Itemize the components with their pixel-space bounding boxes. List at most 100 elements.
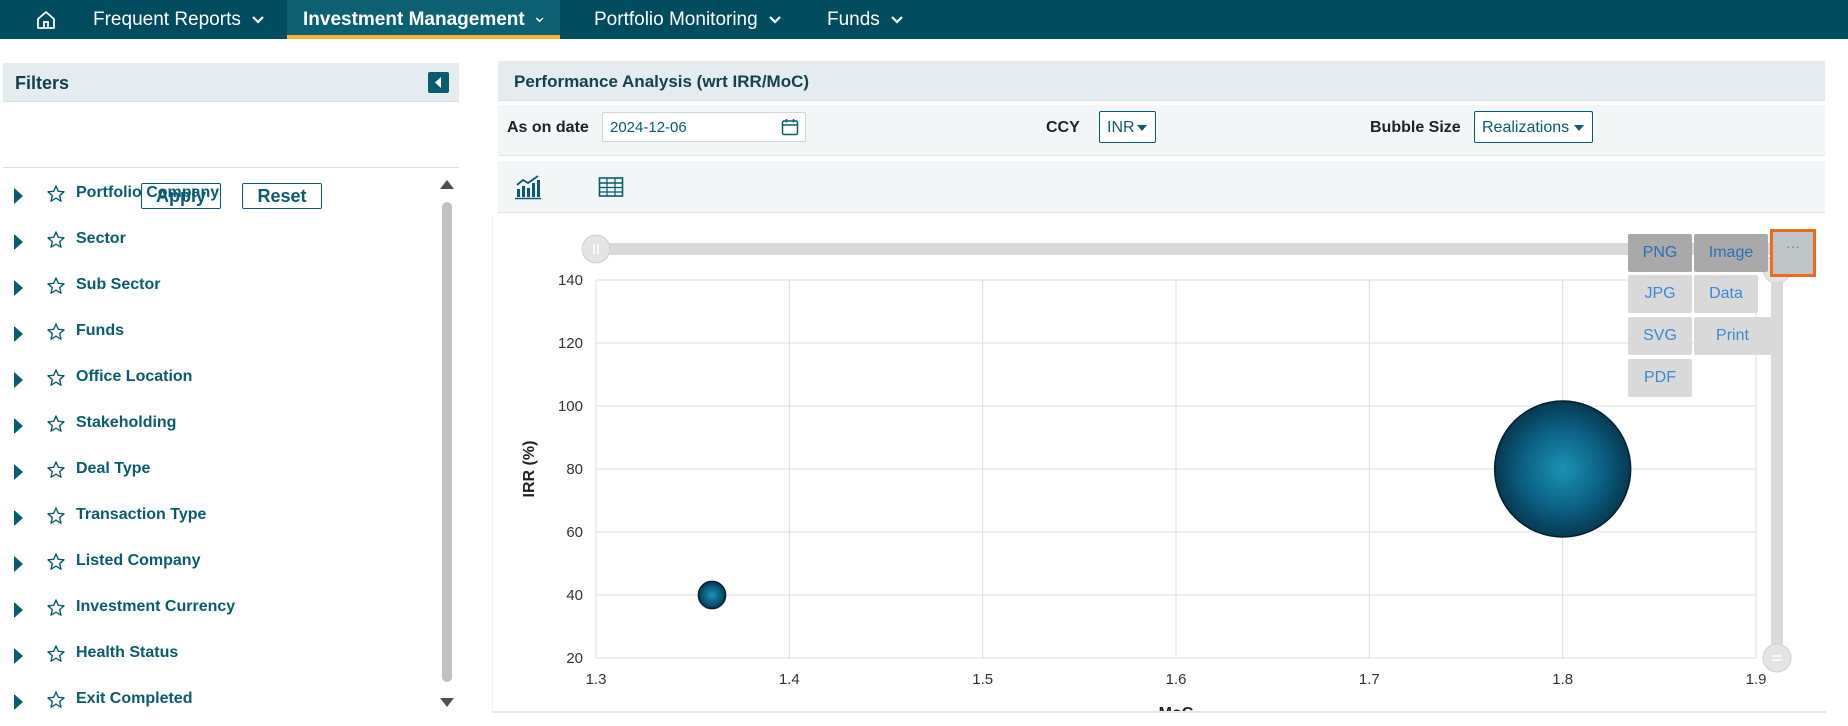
- scroll-thumb[interactable]: [442, 202, 452, 682]
- export-data[interactable]: Data: [1694, 275, 1758, 313]
- zoom-handle-left: [581, 234, 611, 264]
- chart-view-icon[interactable]: [514, 174, 542, 200]
- expand-caret-icon[interactable]: [14, 510, 23, 526]
- chevron-down-icon: [535, 16, 544, 22]
- top-navigation: Frequent Reports Investment Management P…: [0, 0, 1848, 39]
- bubble-point: [1493, 400, 1632, 538]
- export-svg[interactable]: SVG: [1628, 317, 1692, 355]
- filter-item[interactable]: Exit Completed: [3, 684, 433, 724]
- y-tick-label: 40: [566, 587, 583, 604]
- expand-caret-icon[interactable]: [14, 464, 23, 480]
- view-toggle-bar: [498, 161, 1825, 213]
- star-icon[interactable]: [46, 598, 66, 618]
- home-icon: [37, 11, 55, 29]
- as-on-date-label: As on date: [507, 119, 589, 136]
- zoom-handle-bottom: [1762, 643, 1792, 673]
- x-tick-label: 1.8: [1552, 671, 1573, 688]
- star-icon[interactable]: [46, 644, 66, 664]
- star-icon[interactable]: [46, 460, 66, 480]
- star-icon[interactable]: [46, 506, 66, 526]
- ccy-value: INR: [1107, 119, 1135, 136]
- filter-item[interactable]: Portfolio Company: [3, 178, 433, 218]
- y-tick-label: 80: [566, 461, 583, 478]
- scroll-up-icon[interactable]: [440, 180, 454, 189]
- bubble-size-select[interactable]: Realizations: [1474, 111, 1593, 143]
- filters-title: Filters: [15, 73, 70, 93]
- filter-label: Office Location: [76, 368, 193, 385]
- chevron-left-icon: [435, 77, 441, 88]
- panel-header: Performance Analysis (wrt IRR/MoC): [498, 61, 1825, 101]
- nav-funds[interactable]: Funds: [827, 0, 904, 39]
- date-value: 2024-12-06: [610, 119, 687, 136]
- nav-portfolio-monitoring[interactable]: Portfolio Monitoring: [594, 0, 782, 39]
- export-menu-button[interactable]: ···: [1770, 229, 1816, 277]
- as-on-date-input[interactable]: 2024-12-06: [602, 112, 806, 142]
- calendar-icon[interactable]: [781, 118, 799, 136]
- filter-item[interactable]: Funds: [3, 316, 433, 356]
- filter-item[interactable]: Health Status: [3, 638, 433, 678]
- export-png[interactable]: PNG: [1628, 234, 1692, 272]
- filter-label: Funds: [76, 322, 124, 339]
- expand-caret-icon[interactable]: [14, 694, 23, 710]
- star-icon[interactable]: [46, 690, 66, 710]
- star-icon[interactable]: [46, 184, 66, 204]
- home-button[interactable]: [28, 5, 64, 35]
- apply-button[interactable]: Apply: [141, 183, 221, 209]
- export-print[interactable]: Print: [1694, 317, 1771, 355]
- expand-caret-icon[interactable]: [14, 648, 23, 664]
- collapse-filters-button[interactable]: [428, 72, 449, 93]
- nav-investment-management[interactable]: Investment Management: [287, 0, 560, 39]
- reset-button[interactable]: Reset: [242, 183, 322, 209]
- filter-item[interactable]: Office Location: [3, 362, 433, 402]
- expand-caret-icon[interactable]: [14, 188, 23, 204]
- filter-label: Investment Currency: [76, 598, 236, 615]
- filter-item[interactable]: Deal Type: [3, 454, 433, 494]
- filter-scrollbar[interactable]: [440, 180, 454, 710]
- export-image[interactable]: Image: [1694, 234, 1768, 272]
- filter-item[interactable]: Listed Company: [3, 546, 433, 586]
- expand-caret-icon[interactable]: [14, 280, 23, 296]
- filter-label: Sub Sector: [76, 276, 161, 293]
- star-icon[interactable]: [46, 552, 66, 572]
- expand-caret-icon[interactable]: [14, 418, 23, 434]
- filter-item[interactable]: Sector: [3, 224, 433, 264]
- star-icon[interactable]: [46, 322, 66, 342]
- filter-item[interactable]: Stakeholding: [3, 408, 433, 448]
- chevron-down-icon: [252, 15, 264, 24]
- filter-label: Stakeholding: [76, 414, 177, 431]
- filter-item[interactable]: Investment Currency: [3, 592, 433, 632]
- filter-item[interactable]: Sub Sector: [3, 270, 433, 310]
- horizontal-zoom-bar: [596, 243, 1774, 255]
- dropdown-arrow-icon: [1574, 125, 1584, 131]
- export-jpg[interactable]: JPG: [1628, 275, 1692, 313]
- expand-caret-icon[interactable]: [14, 556, 23, 572]
- filters-header: Filters: [3, 63, 459, 102]
- nav-label: Frequent Reports: [93, 8, 241, 30]
- dropdown-arrow-icon: [1137, 125, 1147, 131]
- filter-list: Portfolio Company Sector Sub Sector Funds Of…: [3, 167, 459, 714]
- export-pdf[interactable]: PDF: [1628, 359, 1692, 397]
- star-icon[interactable]: [46, 276, 66, 296]
- scroll-down-icon[interactable]: [440, 698, 454, 707]
- expand-caret-icon[interactable]: [14, 326, 23, 342]
- x-tick-label: 1.4: [779, 671, 800, 688]
- filter-label: Listed Company: [76, 552, 201, 569]
- expand-caret-icon[interactable]: [14, 372, 23, 388]
- filter-item[interactable]: Transaction Type: [3, 500, 433, 540]
- star-icon[interactable]: [46, 230, 66, 250]
- filters-actions: Apply Reset: [3, 101, 459, 220]
- nav-label: Portfolio Monitoring: [594, 8, 758, 30]
- table-view-icon[interactable]: [597, 174, 625, 200]
- expand-caret-icon[interactable]: [14, 234, 23, 250]
- star-icon[interactable]: [46, 414, 66, 434]
- x-axis-label: MoC: [1159, 705, 1194, 711]
- nav-frequent-reports[interactable]: Frequent Reports: [93, 0, 265, 39]
- star-icon[interactable]: [46, 368, 66, 388]
- bubble-chart: 1.3 1.4 1.5 1.6 1.7 1.8 1.9 20 40 60 80 100 120 140 Mo…: [492, 217, 1826, 713]
- expand-caret-icon[interactable]: [14, 602, 23, 618]
- filter-label: Exit Completed: [76, 690, 193, 707]
- y-tick-label: 140: [558, 272, 583, 289]
- ccy-select[interactable]: INR: [1099, 111, 1156, 143]
- x-tick-label: 1.3: [586, 671, 607, 688]
- chart-controls: As on date 2024-12-06 CCY INR Bubble Siz…: [498, 105, 1825, 156]
